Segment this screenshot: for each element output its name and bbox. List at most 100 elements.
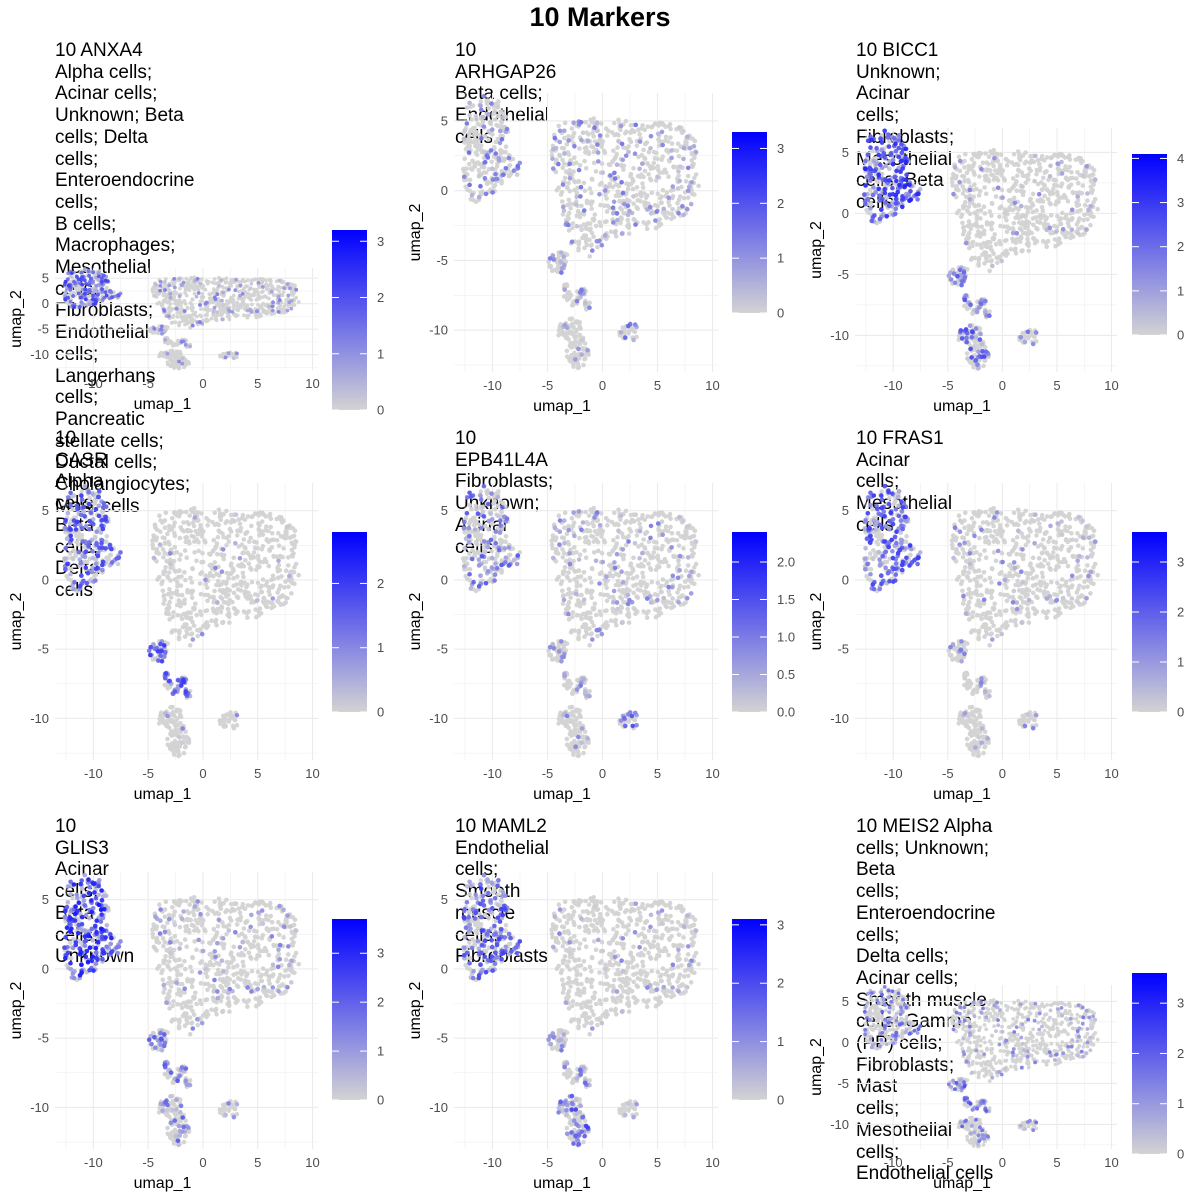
cell-point	[971, 187, 976, 193]
cell-point	[656, 123, 661, 128]
cell-point	[167, 713, 172, 719]
cell-point	[644, 222, 649, 227]
cell-point	[586, 123, 592, 129]
cell-point	[972, 255, 978, 261]
cell-point	[620, 190, 626, 196]
cell-point	[691, 180, 697, 186]
cell-point	[637, 131, 642, 137]
cell-point	[162, 654, 167, 659]
cell-point	[568, 331, 574, 336]
cell-point	[165, 574, 170, 579]
cell-point	[114, 556, 119, 561]
cell-point	[957, 158, 963, 164]
cell-point	[963, 303, 969, 309]
cell-point	[202, 287, 207, 291]
cell-point	[243, 546, 248, 551]
cell-point	[284, 527, 289, 532]
cell-point	[981, 240, 986, 246]
cell-point	[238, 281, 242, 285]
cell-point	[484, 153, 490, 158]
cell-point	[954, 173, 959, 179]
cell-point	[561, 323, 567, 328]
cell-point	[239, 303, 244, 308]
y-tick-label: -10	[830, 328, 849, 343]
cell-point	[211, 312, 215, 317]
cell-point	[1066, 231, 1072, 236]
cell-point	[478, 579, 484, 584]
cell-point	[255, 309, 260, 313]
cell-point	[205, 523, 210, 528]
cell-point	[683, 146, 688, 151]
cell-point	[559, 331, 565, 336]
cell-point	[563, 221, 568, 227]
cell-point	[573, 320, 579, 326]
cell-point	[277, 553, 283, 559]
cell-point	[201, 528, 206, 534]
cell-point	[162, 647, 167, 652]
cell-point	[253, 614, 259, 620]
cell-point	[967, 358, 972, 363]
cell-point	[625, 223, 630, 229]
cell-point	[167, 717, 173, 722]
cell-point	[966, 163, 971, 169]
cell-point	[1078, 225, 1083, 231]
cell-point	[653, 218, 658, 223]
cell-point	[612, 170, 617, 176]
cell-point	[176, 749, 181, 755]
x-tick-label: -5	[942, 378, 954, 393]
cell-point	[499, 155, 504, 161]
cell-point	[154, 535, 160, 540]
cell-point	[503, 149, 508, 155]
cell-point	[562, 261, 567, 266]
cell-point	[264, 599, 270, 604]
cell-point	[599, 242, 605, 248]
cell-point	[256, 557, 261, 562]
cell-point	[978, 216, 983, 221]
cell-point	[974, 309, 980, 314]
cell-point	[255, 597, 260, 603]
cell-point	[172, 590, 177, 596]
cell-point	[624, 324, 629, 329]
cell-point	[165, 641, 170, 646]
cell-point	[182, 622, 187, 627]
cell-point	[1050, 191, 1056, 196]
cell-point	[242, 517, 248, 522]
cell-point	[602, 622, 608, 627]
cell-point	[970, 311, 975, 316]
cell-point	[982, 185, 987, 190]
cell-point	[549, 268, 555, 274]
cell-point	[978, 151, 984, 156]
cell-point	[983, 151, 988, 156]
cell-point	[233, 312, 238, 317]
cell-point	[168, 590, 174, 596]
cell-point	[216, 299, 221, 304]
cell-point	[1004, 238, 1009, 243]
cell-point	[256, 612, 262, 618]
cell-point	[587, 575, 593, 581]
cell-point	[1030, 201, 1035, 206]
cell-point	[962, 297, 968, 303]
cell-point	[195, 322, 200, 327]
cell-point	[506, 155, 512, 161]
cell-point	[603, 192, 608, 198]
cell-point	[975, 325, 981, 331]
cell-point	[214, 541, 220, 546]
cell-point	[554, 188, 560, 193]
cell-point	[1021, 189, 1026, 194]
cell-point	[602, 203, 607, 208]
cell-point	[160, 588, 166, 594]
cell-point	[581, 362, 586, 368]
cell-point	[154, 550, 159, 556]
cell-point	[244, 306, 249, 311]
cell-point	[468, 166, 474, 171]
cell-point	[1008, 247, 1014, 252]
cell-point	[561, 265, 566, 271]
cell-point	[203, 577, 208, 583]
cell-point	[640, 185, 646, 190]
cell-point	[185, 631, 190, 637]
cell-point	[610, 210, 616, 216]
cell-point	[1037, 199, 1043, 204]
cell-point	[575, 352, 581, 358]
cell-point	[162, 518, 168, 523]
cell-point	[267, 310, 272, 314]
